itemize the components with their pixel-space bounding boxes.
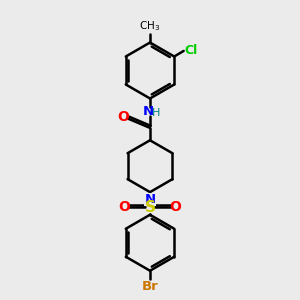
Text: H: H (152, 108, 161, 118)
Text: Cl: Cl (184, 44, 198, 56)
Text: O: O (118, 200, 130, 214)
Text: N: N (143, 105, 154, 118)
Text: O: O (118, 110, 129, 124)
Text: O: O (170, 200, 182, 214)
Text: CH$_3$: CH$_3$ (140, 20, 160, 33)
Text: Br: Br (142, 280, 158, 293)
Text: N: N (144, 193, 156, 206)
Text: S: S (145, 200, 155, 215)
